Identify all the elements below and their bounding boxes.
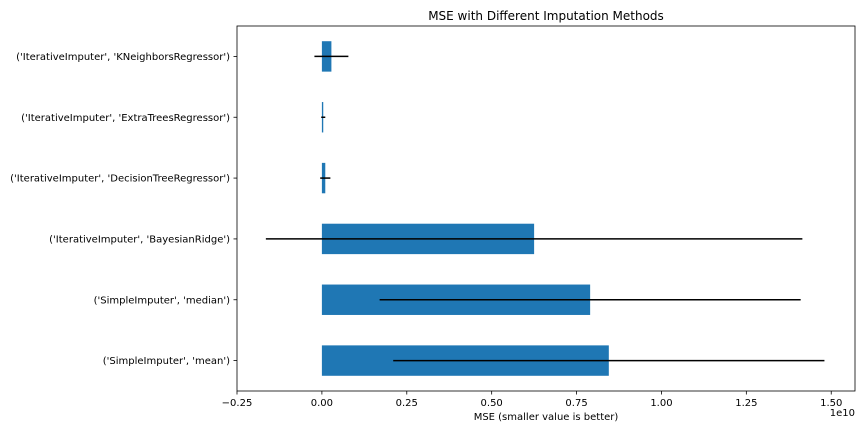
- x-axis-offset-label: 1e10: [830, 408, 855, 419]
- chart-title: MSE with Different Imputation Methods: [428, 9, 664, 23]
- y-axis-ticks: ('SimpleImputer', 'mean') ('SimpleImputer…: [10, 52, 237, 367]
- y-tick-label: ('SimpleImputer', 'median'): [94, 295, 230, 306]
- x-tick-label: 1.00: [650, 398, 672, 409]
- x-tick-label: 1.50: [820, 398, 842, 409]
- x-axis-ticks: −0.25 0.00 0.25 0.50 0.75 1.00 1.25 1.50: [222, 391, 842, 409]
- plot-frame: [236, 25, 856, 392]
- x-tick-label: 0.00: [311, 398, 333, 409]
- x-tick-label: 0.75: [565, 398, 587, 409]
- y-tick-label: ('SimpleImputer', 'mean'): [103, 356, 230, 367]
- x-tick-label: 1.25: [735, 398, 757, 409]
- y-tick-label: ('IterativeImputer', 'DecisionTreeRegres…: [10, 174, 230, 185]
- x-tick-label: 0.25: [396, 398, 418, 409]
- x-axis-label: MSE (smaller value is better): [474, 412, 619, 423]
- y-tick-label: ('IterativeImputer', 'KNeighborsRegresso…: [16, 52, 230, 63]
- y-tick-label: ('IterativeImputer', 'ExtraTreesRegresso…: [21, 113, 230, 124]
- x-tick-label: −0.25: [222, 398, 253, 409]
- errorbars-group: [265, 55, 825, 362]
- y-tick-label: ('IterativeImputer', 'BayesianRidge'): [49, 234, 230, 245]
- x-tick-label: 0.50: [481, 398, 503, 409]
